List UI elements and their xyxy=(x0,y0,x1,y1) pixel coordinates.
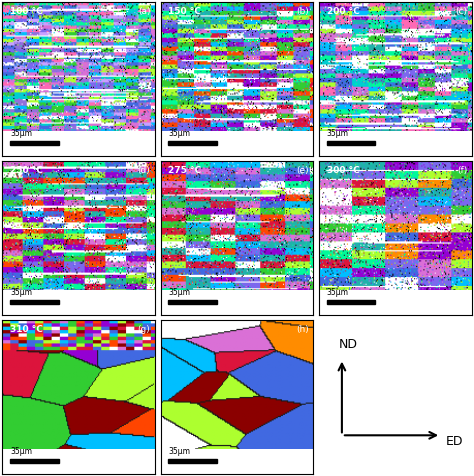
Text: 35μm: 35μm xyxy=(10,288,32,297)
Bar xyxy=(319,131,472,156)
Text: 35μm: 35μm xyxy=(10,129,32,138)
Bar xyxy=(168,141,217,145)
Text: (g): (g) xyxy=(137,325,150,334)
Text: ND: ND xyxy=(339,338,358,351)
Bar xyxy=(327,300,375,304)
Bar xyxy=(2,290,155,315)
Text: (d): (d) xyxy=(137,166,150,175)
Text: (h): (h) xyxy=(296,325,309,334)
Text: 200 °C: 200 °C xyxy=(327,7,359,16)
Bar xyxy=(10,300,59,304)
Text: (c): (c) xyxy=(455,7,467,16)
Bar xyxy=(161,449,313,474)
Bar xyxy=(2,131,155,156)
Bar xyxy=(327,141,375,145)
Text: 250 °C: 250 °C xyxy=(10,166,43,175)
Text: 300 °C: 300 °C xyxy=(327,166,359,175)
Bar xyxy=(10,459,59,463)
Text: 35μm: 35μm xyxy=(168,288,191,297)
Text: 100 °C: 100 °C xyxy=(10,7,43,16)
Bar xyxy=(168,300,217,304)
Text: 325 °C: 325 °C xyxy=(168,325,201,334)
Text: (e): (e) xyxy=(296,166,309,175)
Bar xyxy=(319,290,472,315)
Text: ED: ED xyxy=(446,435,463,448)
Bar xyxy=(161,131,313,156)
Bar xyxy=(10,141,59,145)
Text: (a): (a) xyxy=(138,7,150,16)
Text: 35μm: 35μm xyxy=(327,129,349,138)
Text: 35μm: 35μm xyxy=(168,129,191,138)
Text: 35μm: 35μm xyxy=(327,288,349,297)
Text: 35μm: 35μm xyxy=(168,447,191,456)
Text: (b): (b) xyxy=(296,7,309,16)
Bar xyxy=(168,459,217,463)
Text: (f): (f) xyxy=(457,166,467,175)
Bar xyxy=(2,449,155,474)
Text: 275 °C: 275 °C xyxy=(168,166,201,175)
Text: 150 °C: 150 °C xyxy=(168,7,201,16)
Text: 310 °C: 310 °C xyxy=(10,325,43,334)
Bar xyxy=(161,290,313,315)
Text: 35μm: 35μm xyxy=(10,447,32,456)
